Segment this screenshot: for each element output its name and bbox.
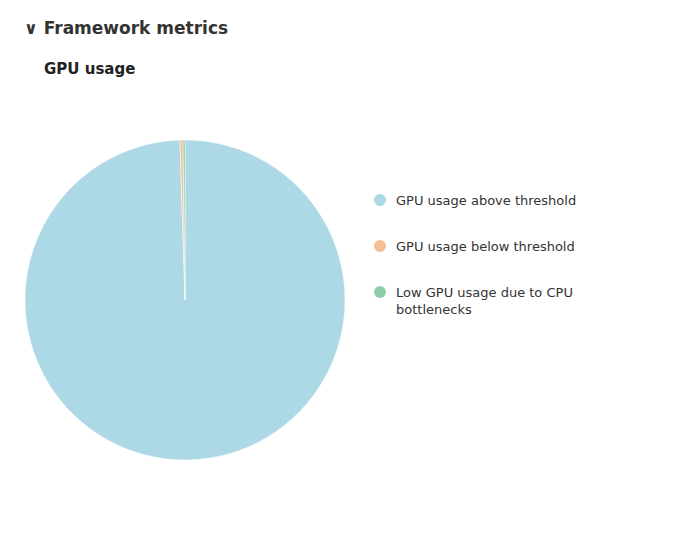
legend: GPU usage above threshold GPU usage below… [374, 193, 576, 317]
legend-label: GPU usage above threshold [396, 193, 576, 208]
legend-label: Low GPU usage due to CPUbottlenecks [396, 285, 573, 317]
pie-slice [180, 140, 185, 300]
chart-title: GPU usage [44, 60, 135, 78]
legend-swatch [374, 194, 386, 206]
chart: ∨ Framework metrics GPU usage GPU usage ab… [0, 0, 691, 541]
pie-slice [183, 140, 185, 300]
header: ∨ Framework metrics [24, 18, 228, 38]
legend-swatch [374, 286, 386, 298]
chart-container: ∨ Framework metrics GPU usage GPU usage ab… [0, 0, 691, 541]
pie-slice [25, 140, 345, 460]
pie [25, 140, 345, 460]
legend-label: GPU usage below threshold [396, 239, 575, 254]
legend-swatch [374, 240, 386, 252]
